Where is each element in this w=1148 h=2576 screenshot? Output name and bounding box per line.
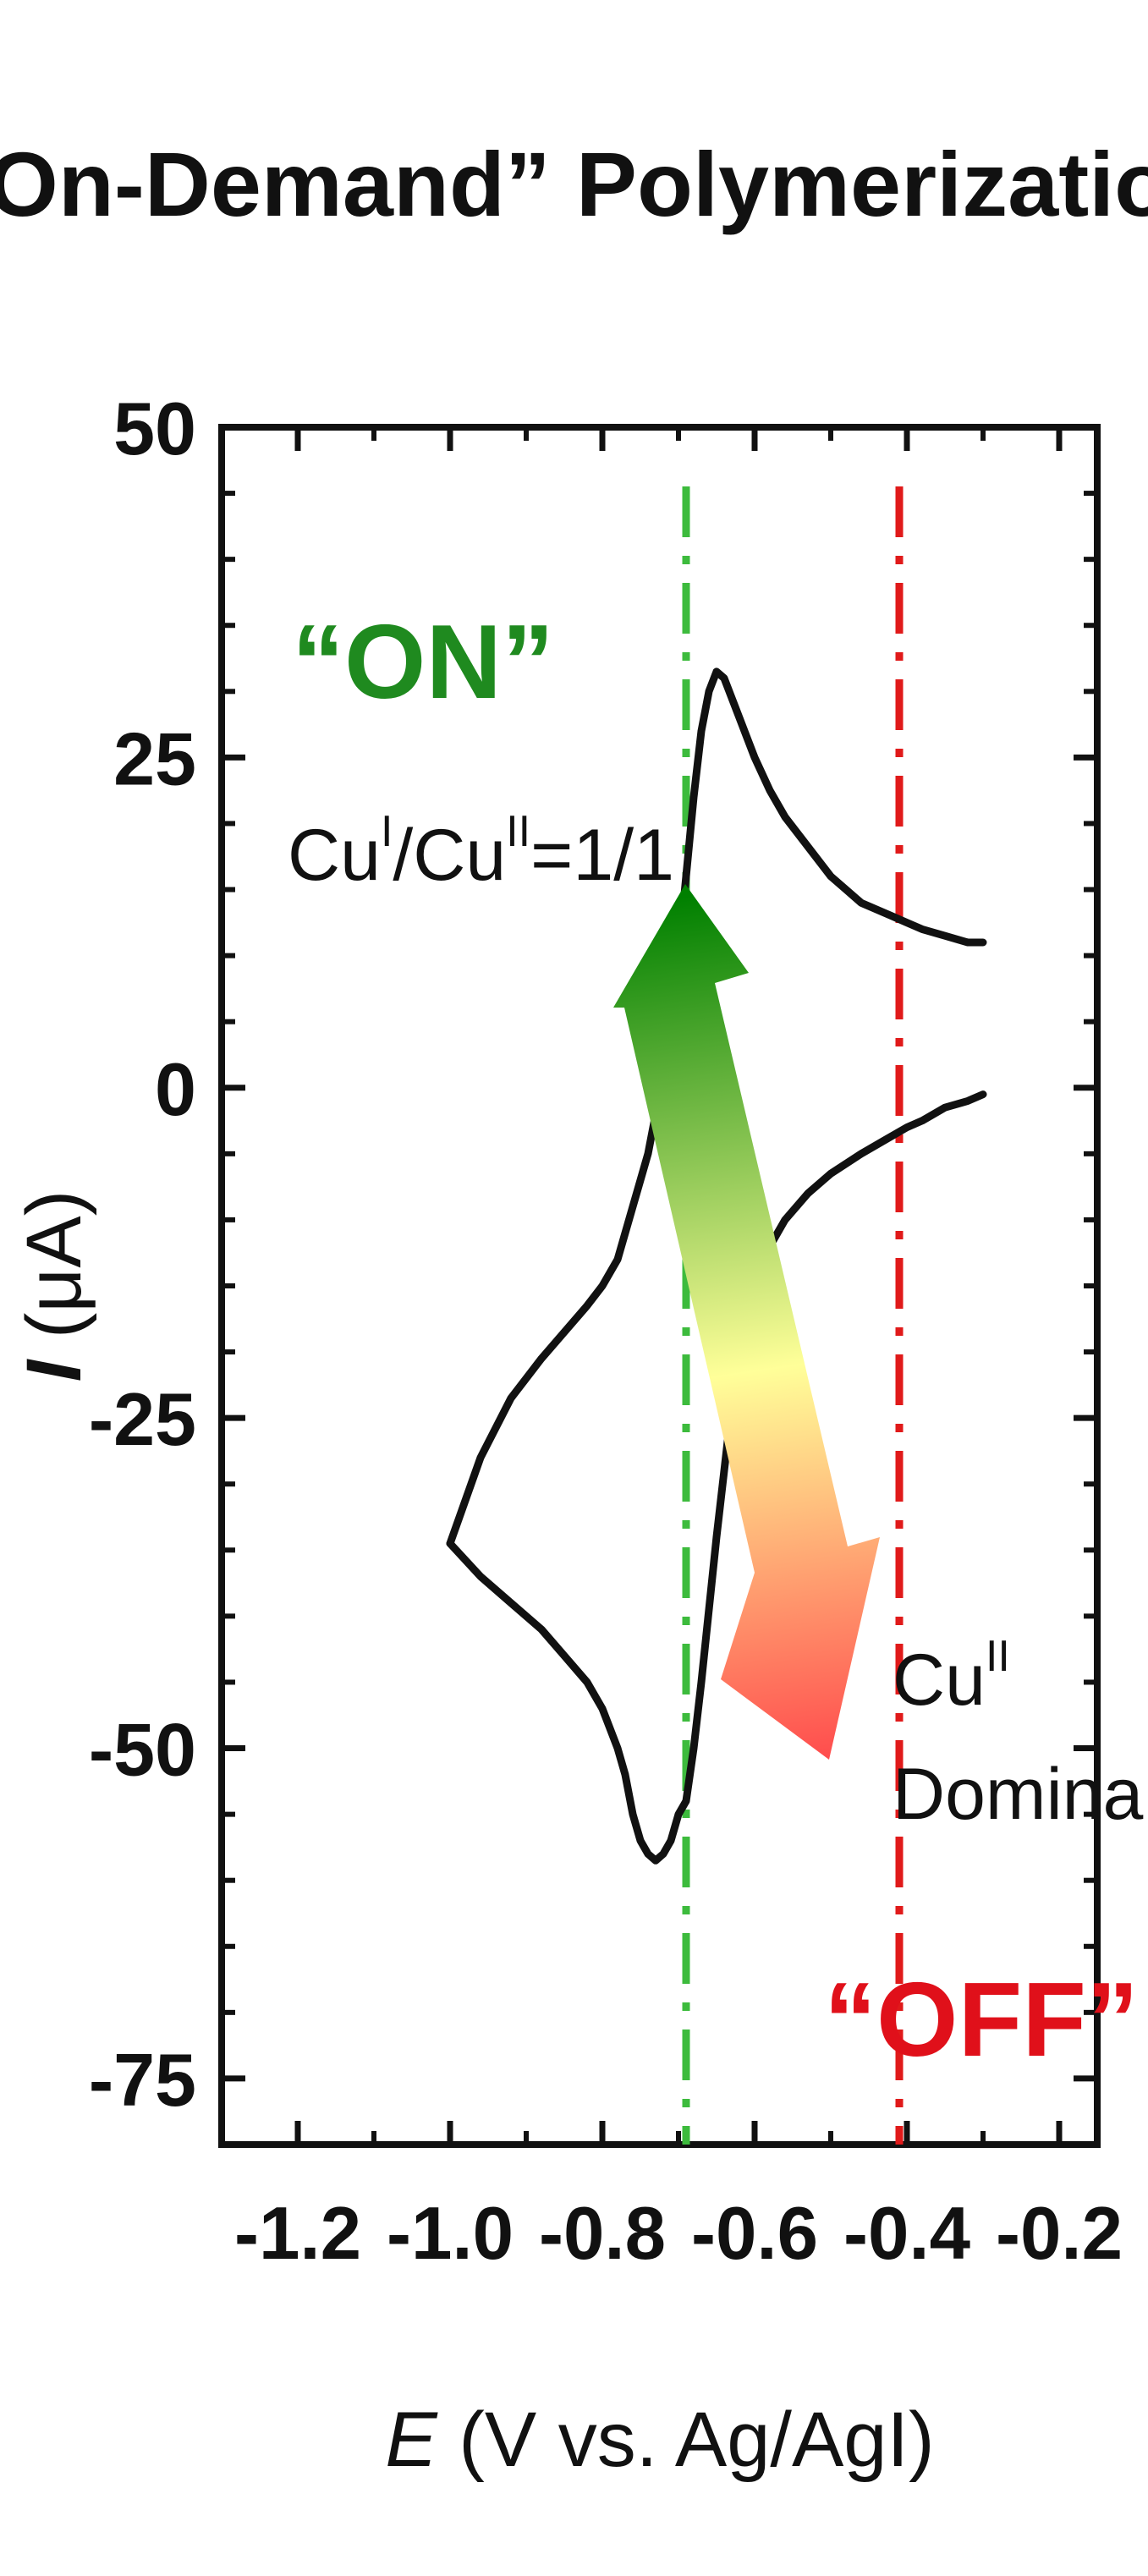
y-axis-title: I (μA) xyxy=(11,1190,97,1382)
x-axis-tick-labels: -1.2 -1.0 -0.8 -0.6 -0.4 -0.2 xyxy=(234,2191,1123,2275)
cv-curve-reverse xyxy=(446,667,987,1547)
y-tick-label: -25 xyxy=(89,1377,196,1461)
x-tick-label: -1.0 xyxy=(387,2191,514,2275)
x-axis-ticks xyxy=(294,427,1063,2145)
y-axis-ticks xyxy=(222,424,1097,2082)
y-tick-label: -75 xyxy=(89,2038,196,2122)
x-tick-label: -0.2 xyxy=(996,2191,1123,2275)
x-tick-label: -0.4 xyxy=(843,2191,970,2275)
on-label: “ON” xyxy=(292,604,554,721)
x-tick-label: -1.2 xyxy=(234,2191,361,2275)
off-label: “OFF” xyxy=(824,1962,1139,2079)
cv-curve-forward xyxy=(446,1090,987,1865)
cu2-label: CuII xyxy=(893,1632,1010,1721)
y-tick-label: 0 xyxy=(155,1047,196,1131)
y-tick-label: 25 xyxy=(113,717,196,800)
figure-title: “On-Demand” Polymerization xyxy=(0,133,1148,235)
cu-ratio-label: CuI/CuII=1/1 xyxy=(288,807,674,896)
x-tick-label: -0.6 xyxy=(691,2191,818,2275)
double-headed-gradient-arrow xyxy=(613,884,880,1760)
x-tick-label: -0.8 xyxy=(539,2191,666,2275)
y-tick-label: -50 xyxy=(89,1708,196,1792)
y-tick-label: 50 xyxy=(113,387,196,470)
x-axis-title: E (V vs. Ag/AgI) xyxy=(385,2397,934,2483)
y-axis-tick-labels: 50 25 0 -25 -50 -75 xyxy=(89,387,196,2122)
dominant-label: Dominant xyxy=(893,1754,1148,1835)
